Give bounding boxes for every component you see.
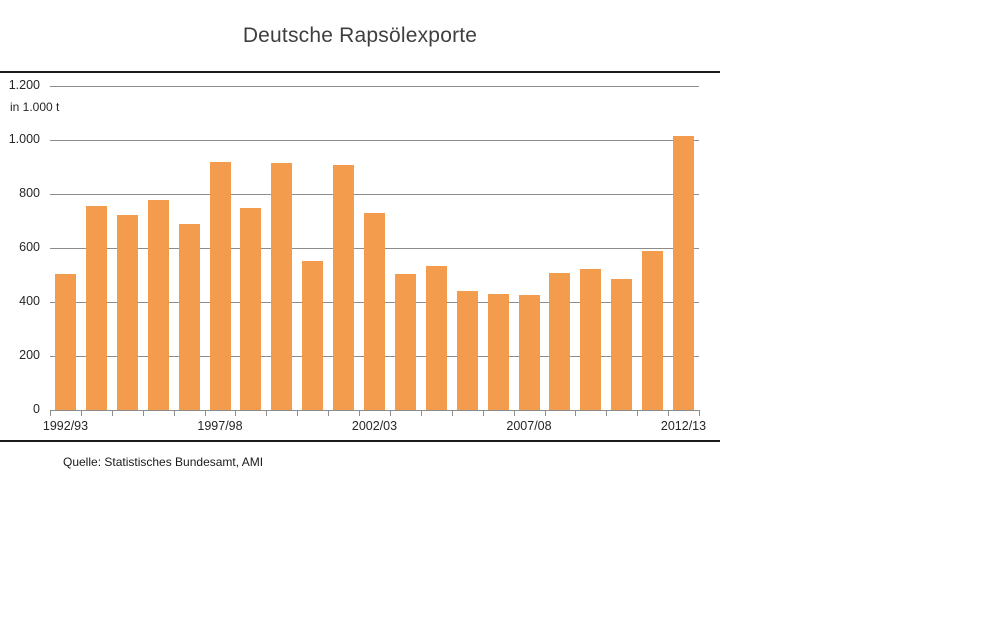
bar-2004/05 — [425, 266, 447, 410]
gridline-800 — [50, 194, 699, 195]
x-axis-tick — [359, 411, 360, 416]
x-tick-label-2002/03: 2002/03 — [351, 419, 398, 433]
x-axis-tick — [297, 411, 299, 416]
x-axis-tick — [328, 411, 330, 416]
y-tick-label-200: 200 — [19, 348, 40, 362]
bar-1992/93 — [55, 273, 76, 410]
x-axis-tick — [142, 411, 144, 416]
bar-2003/04 — [394, 274, 416, 410]
x-axis-tick — [606, 411, 608, 416]
x-tick-label-1992/93: 1992/93 — [42, 419, 89, 433]
gridline-1.000 — [50, 140, 699, 141]
bar-1999/00 — [271, 162, 293, 410]
x-axis-tick — [699, 411, 700, 416]
bar-2012/13 — [673, 135, 694, 410]
y-tick-label-1.200: 1.200 — [8, 78, 40, 92]
bar-1997/98 — [209, 162, 231, 410]
bar-2000/01 — [302, 260, 324, 410]
y-axis-unit-label: in 1.000 t — [10, 100, 60, 114]
chart-title: Deutsche Rapsölexporte — [242, 24, 478, 47]
x-axis-tick — [451, 411, 453, 416]
bar-1998/99 — [240, 207, 262, 410]
bar-2005/06 — [456, 290, 478, 410]
x-axis-tick — [266, 411, 268, 416]
bar-2002/03 — [364, 213, 385, 410]
bar-1993/94 — [85, 205, 107, 410]
x-axis-tick — [544, 411, 546, 416]
x-axis-tick — [637, 411, 639, 416]
title-divider-rule — [0, 71, 720, 73]
x-axis-tick — [204, 411, 206, 416]
bar-2011/12 — [642, 251, 664, 410]
bar-2006/07 — [487, 294, 509, 410]
x-axis-line — [50, 410, 700, 411]
source-note: Quelle: Statistisches Bundesamt, AMI — [63, 455, 264, 469]
y-tick-label-400: 400 — [19, 294, 40, 308]
x-tick-label-1997/98: 1997/98 — [197, 419, 243, 433]
x-axis-tick — [482, 411, 484, 416]
x-axis-tick — [513, 411, 515, 416]
bar-1994/95 — [116, 214, 138, 410]
bar-2009/10 — [580, 268, 602, 410]
x-axis-tick — [420, 411, 422, 416]
x-axis-tick — [50, 411, 51, 416]
bar-2010/11 — [611, 278, 633, 410]
x-axis-tick — [80, 411, 82, 416]
bar-2001/02 — [333, 164, 355, 410]
gridline-1.200 — [50, 86, 699, 87]
x-tick-label-2007/08: 2007/08 — [506, 419, 552, 433]
x-axis-tick — [575, 411, 577, 416]
bar-1995/96 — [147, 199, 169, 410]
bar-1996/97 — [178, 223, 200, 410]
x-axis-tick — [235, 411, 237, 416]
y-tick-label-0: 0 — [33, 402, 40, 416]
x-axis-tick — [668, 411, 670, 416]
bottom-divider-rule — [0, 440, 720, 442]
y-tick-label-1.000: 1.000 — [8, 132, 40, 146]
bar-2008/09 — [549, 273, 571, 410]
bar-2007/08 — [518, 294, 540, 410]
x-tick-label-2012/13: 2012/13 — [660, 419, 707, 433]
x-axis-tick — [111, 411, 113, 416]
y-tick-label-600: 600 — [19, 240, 40, 254]
x-axis-tick — [173, 411, 175, 416]
x-axis-tick — [390, 411, 391, 416]
y-tick-label-800: 800 — [19, 186, 40, 200]
